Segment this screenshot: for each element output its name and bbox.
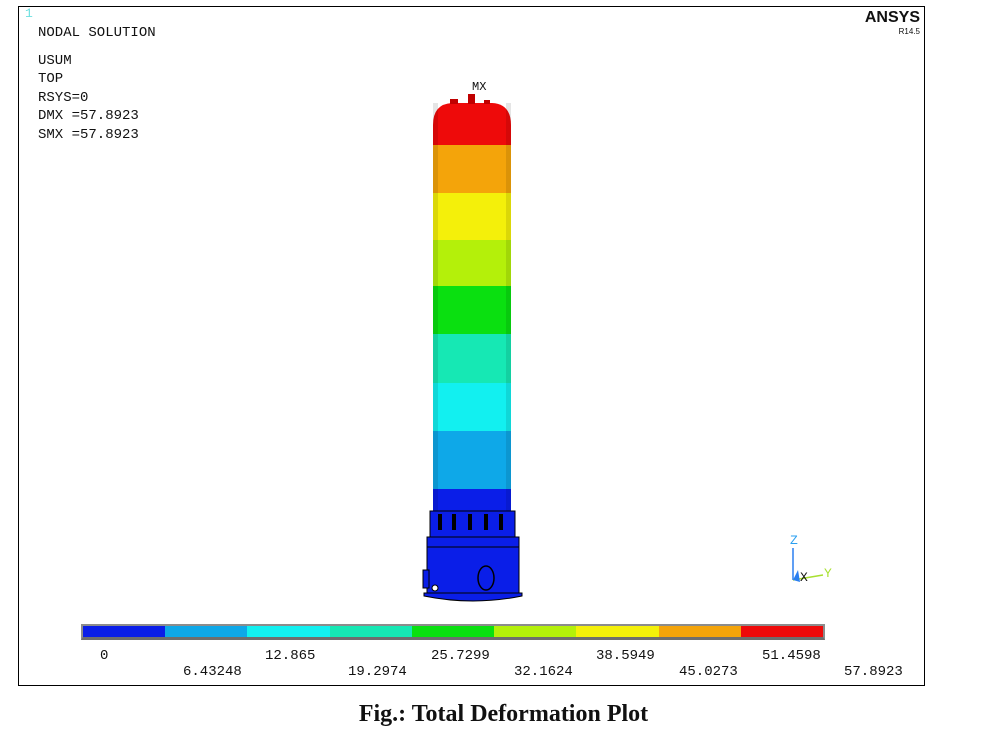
result-item: USUM [38, 53, 72, 69]
legend-swatch-7 [576, 626, 659, 637]
triad-z-label: Z [790, 533, 798, 548]
result-location: TOP [38, 71, 64, 87]
result-dmx: DMX =57.8923 [38, 108, 139, 124]
legend-label: 38.5949 [596, 648, 655, 664]
legend-swatch-5 [411, 626, 495, 637]
legend-swatch-8 [658, 626, 741, 637]
triad-x-label: X [800, 570, 808, 585]
ansys-logo-text: ANSYS [864, 9, 920, 26]
band-1 [433, 489, 511, 511]
legend-swatch-6 [494, 626, 577, 637]
window-number: 1 [25, 6, 33, 21]
triad-y-label: Y [824, 566, 832, 581]
legend-label: 45.0273 [679, 664, 738, 680]
band-3 [433, 383, 511, 431]
legend-swatch-3 [247, 626, 330, 637]
legend-label: 57.8923 [844, 664, 903, 680]
band-2 [433, 431, 511, 489]
skirt-body [426, 536, 520, 594]
legend-label: 25.7299 [431, 648, 490, 664]
legend-swatch-1 [83, 626, 166, 637]
legend-label: 32.1624 [514, 664, 573, 680]
deformed-column [422, 94, 523, 602]
version-label: R14.5 [898, 27, 920, 36]
band-4 [433, 334, 511, 383]
band-6 [433, 240, 511, 286]
legend-label: 51.4598 [762, 648, 821, 664]
result-smx: SMX =57.8923 [38, 127, 139, 143]
legend-label: 12.865 [265, 648, 316, 664]
result-rsys: RSYS=0 [38, 90, 89, 106]
band-7 [433, 193, 511, 240]
legend-label: 0 [100, 648, 109, 664]
legend-swatch-4 [329, 626, 412, 637]
legend-swatch-2 [165, 626, 248, 637]
legend-label: 19.2974 [348, 664, 407, 680]
contour-legend-bar [81, 624, 825, 640]
band-5 [433, 286, 511, 334]
result-title: NODAL SOLUTION [38, 25, 156, 41]
legend-label: 6.43248 [183, 664, 242, 680]
max-marker-label: MX [472, 80, 486, 94]
legend-swatch-9 [740, 626, 823, 637]
band-8 [433, 145, 511, 193]
figure-caption: Fig.: Total Deformation Plot [358, 701, 649, 727]
band-9 [433, 103, 511, 145]
axis-triad: Z X Y [790, 533, 832, 585]
